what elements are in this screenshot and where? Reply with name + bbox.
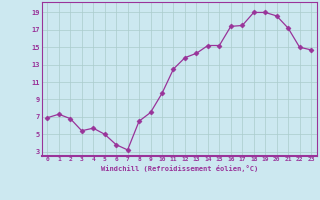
X-axis label: Windchill (Refroidissement éolien,°C): Windchill (Refroidissement éolien,°C): [100, 165, 258, 172]
